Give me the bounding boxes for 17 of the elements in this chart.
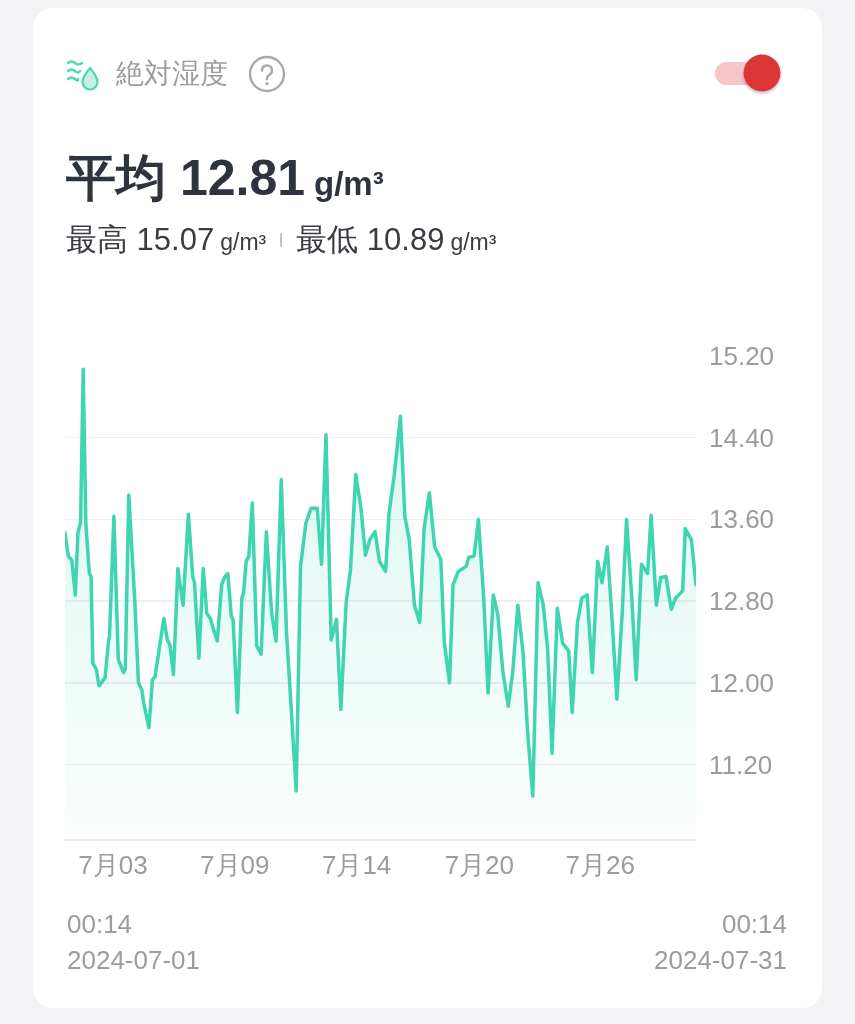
- text: 00:14 2024-07-01: [67, 908, 200, 977]
- x-tick-label: 7月26: [565, 850, 635, 881]
- y-tick-label: 12.00: [709, 667, 775, 698]
- y-tick-label: 14.40: [709, 422, 775, 453]
- text: 00:14 2024-07-31: [654, 908, 787, 977]
- chart-title: 絶対湿度: [116, 57, 228, 91]
- chart-subtitle: 平均 12.81 g/m³: [66, 149, 384, 208]
- y-tick-label: 11.20: [709, 749, 773, 780]
- y-tick-label: 12.80: [709, 586, 775, 617]
- x-tick-label: 7月20: [444, 850, 515, 881]
- text: 最高 15.07 g/m³: [66, 221, 267, 259]
- x-tick-label: 7月03: [78, 850, 148, 881]
- text: 最低 10.89 g/m³: [296, 221, 497, 259]
- x-tick-label: 7月09: [200, 850, 270, 881]
- y-tick-label: 13.60: [709, 504, 775, 535]
- y-tick-label: 15.20: [709, 341, 775, 372]
- x-tick-label: 7月14: [321, 850, 392, 881]
